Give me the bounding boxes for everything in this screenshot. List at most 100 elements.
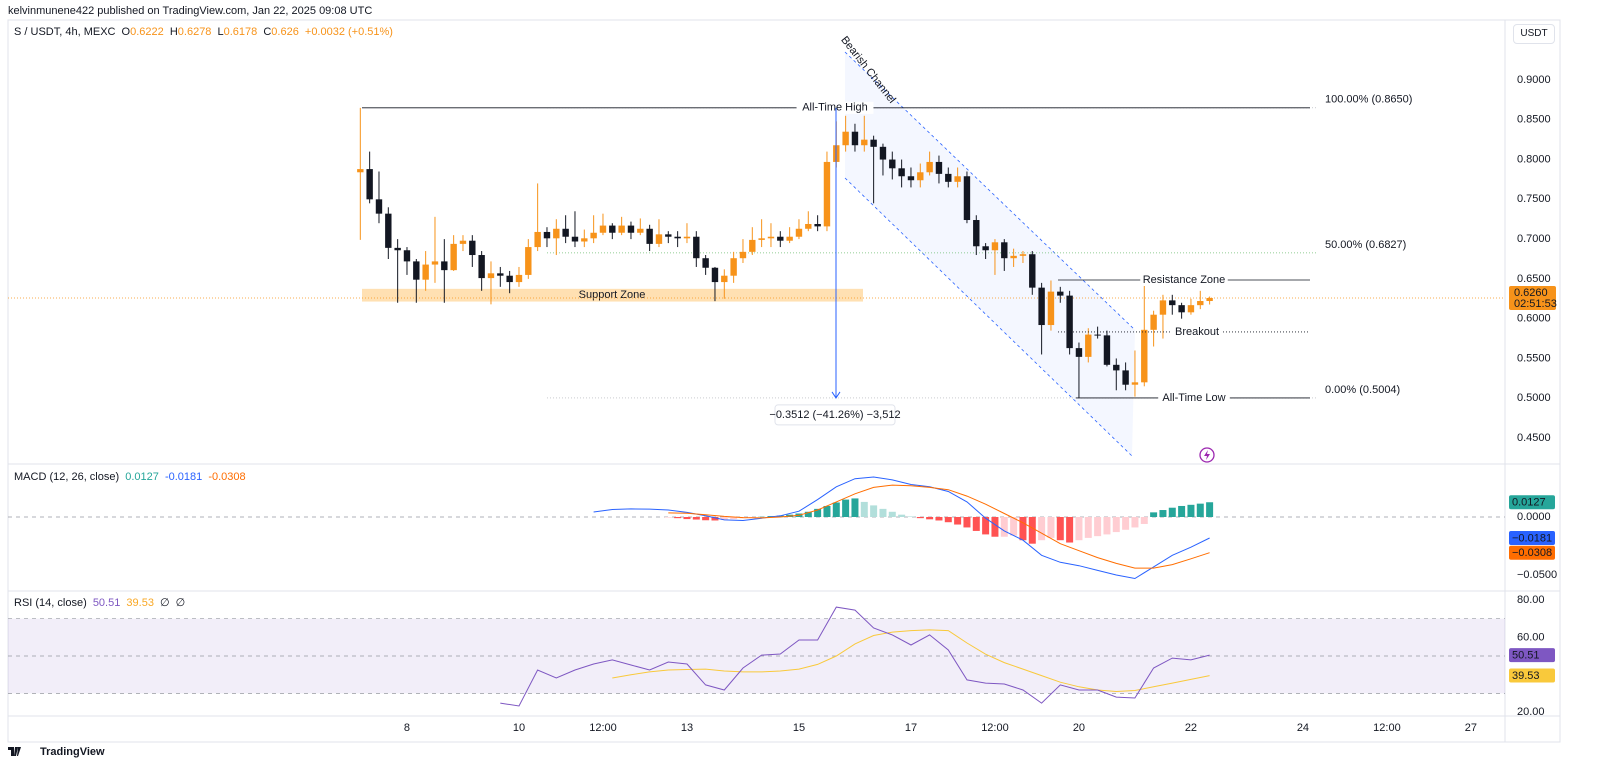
histogram-bar [1010,516,1018,536]
candle-body [562,228,569,237]
histogram-bar [674,516,682,519]
candle-body [1001,242,1008,259]
y-tick-label: 0.5000 [1517,392,1551,404]
candle-body [1075,348,1083,357]
candle-body [403,250,411,262]
level-label: All-Time High [802,102,868,114]
histogram-bar [1168,507,1176,517]
level-label: Resistance Zone [1143,274,1226,286]
candle-body [627,225,635,233]
candle-body [879,146,887,160]
histogram-bar [1103,516,1111,535]
price-box-label: 39.53 [1512,670,1540,682]
legend-value: 0.6278 [177,26,212,38]
indicator-line [668,484,1210,569]
x-tick-label: 17 [905,722,917,734]
histogram-bar [1028,516,1036,544]
alert-icon[interactable] [1199,447,1215,463]
price-box [1509,285,1556,310]
histogram-bar [730,516,738,520]
x-tick-label: 12:00 [1373,722,1401,734]
candle-body [1010,255,1017,259]
histogram-bar [851,498,859,517]
footer: TradingView [8,745,105,759]
histogram-bar [1196,503,1204,517]
candle-body [1187,305,1195,313]
candle-body [497,273,504,276]
level-label-bg [1158,391,1230,404]
price-box-label: −0.0181 [1512,532,1552,544]
histogram-bar [814,508,822,517]
channel-line [844,177,1133,457]
histogram-bar [1122,516,1130,530]
legend-key: O [121,26,131,38]
zone-label: Support Zone [579,289,646,301]
histogram-bar [870,505,878,517]
candle-body [665,234,672,237]
candle-body [805,223,812,229]
y-tick-label: 0.8500 [1517,114,1551,126]
candle-body [1159,300,1167,315]
candle-body [795,228,803,237]
fib-label: 0.00% (0.5004) [1325,384,1400,396]
candle-body [982,246,989,251]
y-tick-label: 80.00 [1517,594,1545,606]
y-tick-label: 0.5500 [1517,352,1551,364]
candle-body [525,247,532,275]
alert-icon-bolt [1204,450,1210,460]
candle-body [1038,287,1045,326]
candle-body [385,213,392,248]
candle-body [1057,291,1064,296]
candle-body [1094,334,1101,336]
currency-button[interactable]: USDT [1513,24,1555,44]
candle-body [599,225,607,233]
histogram-bar [907,516,915,517]
price-box [1509,531,1555,546]
histogram-bar [823,505,831,517]
x-tick-label: 13 [681,722,693,734]
histogram-bar [935,516,943,521]
candle-body [963,176,971,221]
histogram-bar [1000,516,1008,537]
legend-key: C [263,26,272,38]
candle-body [441,261,448,271]
legend-value: ∅ [175,597,186,609]
candle-body [767,236,775,239]
candle-body [459,240,467,244]
candle-body [907,176,915,181]
candle-body [375,199,383,214]
y-tick-label: 20.00 [1517,706,1545,718]
candle-body [1122,370,1129,385]
histogram-bar [832,502,840,517]
byline: kelvinmunene422 published on TradingView… [8,5,373,17]
legend-key: H [169,26,178,38]
histogram-bar [1094,516,1102,537]
candle-body [609,225,616,233]
x-tick-label: 24 [1297,722,1309,734]
candle-body [889,159,896,169]
histogram-bar [916,516,924,519]
histogram-bar [991,516,999,537]
price-box-label: 50.51 [1512,649,1540,661]
candle-body [861,139,868,146]
candle-body [758,238,765,240]
legend-value: ∅ [160,597,170,609]
candle-body [469,240,476,256]
histogram-bar [963,516,971,528]
x-tick-label: 8 [404,722,410,734]
legend-value: -0.0181 [164,471,203,483]
x-tick-label: 10 [513,722,525,734]
candle-body [1066,295,1073,349]
candle-body [1085,334,1092,357]
histogram-bar [664,516,672,518]
legend-value: 0.6222 [130,26,164,38]
histogram-bar [1187,504,1195,517]
candle-body [534,231,541,248]
candle-body [739,251,747,259]
candle-body [1141,329,1148,383]
measure-arrowhead [831,391,841,399]
candle-body [973,220,980,247]
y-tick-label: 60.00 [1517,631,1545,643]
histogram-bar [1131,516,1139,528]
